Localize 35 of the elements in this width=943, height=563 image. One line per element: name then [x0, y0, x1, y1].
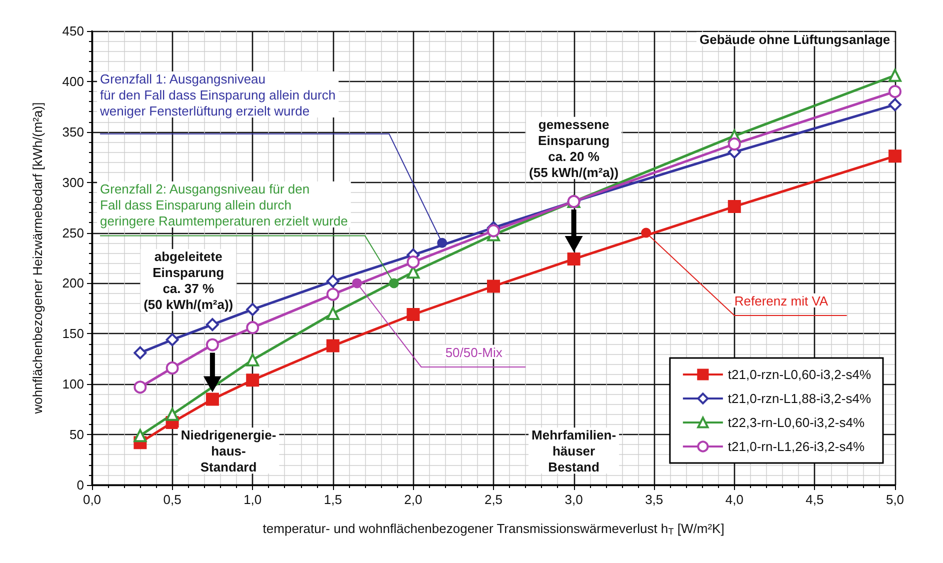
x-tick-label: 1,5 — [324, 492, 342, 507]
x-tick-label: 4,0 — [725, 492, 744, 507]
x-tick-label: 4,5 — [806, 492, 824, 507]
legend-label: t21,0-rzn-L0,60-i3,2-s4% — [728, 367, 872, 382]
y-tick-label: 150 — [62, 326, 84, 342]
y-tick-label: 200 — [62, 276, 84, 291]
y-tick-label: 0 — [76, 478, 84, 492]
x-tick-label: 0,5 — [163, 492, 182, 507]
x-tick-label: 2,5 — [484, 492, 503, 507]
annotation: gemessene Einsparung ca. 20 % (55 kWh/(m²a)) — [529, 116, 619, 180]
y-tick-label: 350 — [62, 124, 84, 140]
legend-label: t21,0-rn-L1,26-i3,2-s4% — [728, 439, 865, 454]
legend-label: t21,0-rzn-L1,88-i3,2-s4% — [728, 391, 872, 406]
annotation: abgeleitete Einsparung ca. 37 % (50 kWh/(m²a)) — [144, 249, 234, 312]
x-tick-label: 3,0 — [564, 492, 583, 507]
y-tick-label: 400 — [62, 74, 84, 89]
annotation: Grenzfall 1: Ausgangsniveau für den Fall dass Einsparung allein durch weniger Fensterlüftung erzielt wurde — [99, 71, 336, 118]
y-axis-title: wohnflächenbezogener Heizwärmebedarf [kWh/(m²a)] — [30, 102, 45, 415]
annotation: Gebäude ohne Lüftungsanlage — [699, 32, 890, 48]
y-tick-label: 50 — [70, 427, 84, 442]
y-tick-label: 250 — [62, 225, 84, 240]
annotation: Referenz mit VA — [734, 293, 828, 308]
y-tick-label: 450 — [62, 24, 84, 38]
annotation: Grenzfall 2: Ausgangsniveau für den Fall dass Einsparung allein durch geringere Raumtemperaturen erzielt wurde — [100, 181, 348, 228]
x-tick-label: 3,5 — [645, 492, 664, 507]
legend-label: t22,3-rn-L0,60-i3,2-s4% — [728, 415, 865, 430]
x-tick-label: 1,0 — [244, 492, 262, 507]
x-tick-label: 2,0 — [404, 492, 422, 507]
annotation: Mehrfamilien- häuser Bestand — [532, 428, 616, 475]
y-tick-label: 100 — [62, 376, 84, 392]
y-tick-label: 300 — [62, 174, 84, 190]
annotation: Niedrigenergie- haus- Standard — [180, 428, 276, 475]
x-tick-label: 5,0 — [886, 492, 904, 507]
x-tick-label: 0,0 — [82, 492, 102, 507]
annotation: 50/50-Mix — [445, 344, 503, 360]
